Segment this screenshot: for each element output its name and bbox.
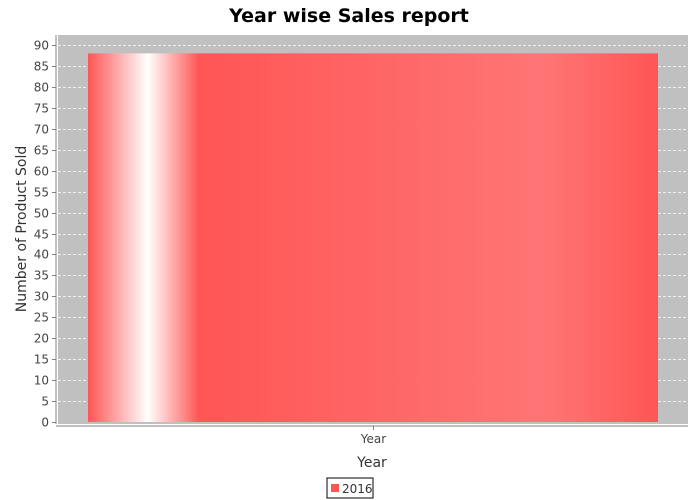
y-tick-label: 60 <box>34 165 49 179</box>
y-tick-label: 35 <box>34 269 49 283</box>
x-axis-label: Year <box>356 455 387 471</box>
y-tick-label: 10 <box>34 374 49 388</box>
chart-title: Year wise Sales report <box>228 5 469 27</box>
y-tick-label: 90 <box>34 39 49 53</box>
y-tick-label: 0 <box>41 416 49 430</box>
y-tick-label: 40 <box>34 248 49 262</box>
y-tick-label: 85 <box>34 60 49 74</box>
legend-box <box>326 477 374 499</box>
y-tick-label: 70 <box>34 123 49 137</box>
y-tick-label: 50 <box>34 207 49 221</box>
y-tick-label: 15 <box>34 353 49 367</box>
x-axis-ticks: Year <box>360 426 386 446</box>
y-tick-label: 20 <box>34 332 49 346</box>
x-tick-label: Year <box>360 432 386 446</box>
y-tick-label: 45 <box>34 228 49 242</box>
y-axis-label: Number of Product Sold <box>14 146 30 312</box>
legend-swatch-2016 <box>331 484 339 492</box>
y-tick-label: 25 <box>34 311 49 325</box>
y-tick-label: 75 <box>34 102 49 116</box>
legend: 2016 <box>326 477 374 499</box>
y-tick-label: 55 <box>34 186 49 200</box>
y-tick-label: 80 <box>34 81 49 95</box>
y-axis-ticks: 0 5 10 15 20 25 30 35 40 45 50 55 60 65 70 75 80 85 90 <box>34 39 56 430</box>
y-tick-label: 5 <box>41 395 49 409</box>
y-tick-label: 30 <box>34 290 49 304</box>
bar-2016 <box>88 53 658 422</box>
y-tick-label: 65 <box>34 144 49 158</box>
bars <box>88 53 658 422</box>
legend-label-2016: 2016 <box>342 482 373 496</box>
